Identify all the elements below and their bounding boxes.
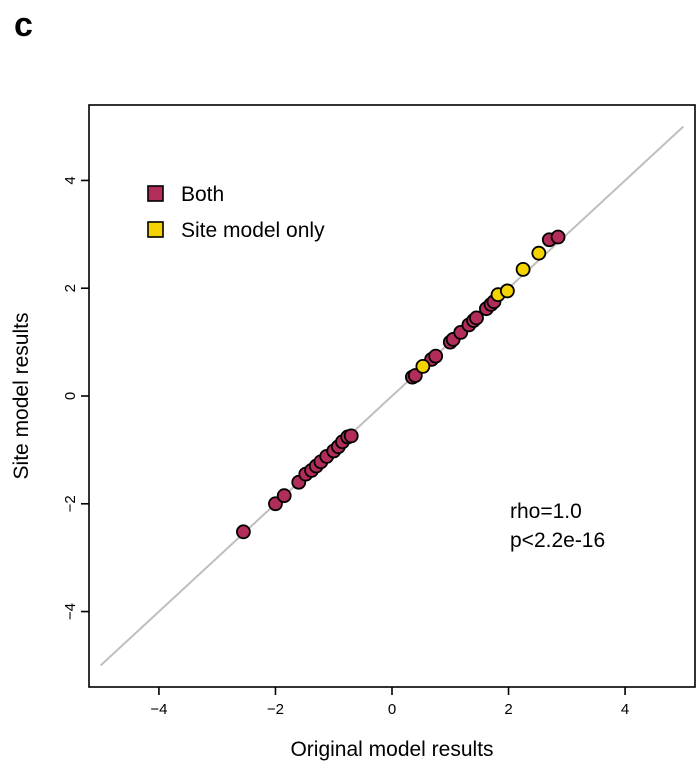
data-point-both [550,229,566,245]
x-tick-label: 2 [504,701,512,718]
x-tick-label: 0 [388,701,396,718]
data-point-site-model-only [531,245,547,261]
data-point-both [236,524,251,540]
y-tick-label: −4 [62,603,79,620]
data-point-both [469,310,484,326]
x-axis-label: Original model results [290,738,493,761]
data-point-both [428,348,444,364]
data-point-site-model-only [499,283,515,299]
legend-label-site-model-only: Site model only [181,219,325,242]
legend-swatch-both [147,185,164,202]
y-tick-label: 2 [62,284,79,292]
y-tick-label: −2 [62,495,79,512]
x-tick-label: 4 [621,701,629,718]
legend: Both Site model only [147,183,325,242]
data-point-both [276,488,292,504]
x-tick-label: −2 [267,701,284,718]
x-tick-label: −4 [150,701,167,718]
data-point-site-model-only [515,261,531,277]
legend-label-both: Both [181,183,224,206]
legend-swatch-site-model-only [147,221,164,238]
data-points [236,229,566,540]
data-point-site-model-only [415,358,431,374]
y-tick-label: 0 [62,392,79,400]
identity-line [99,125,685,667]
y-tick-label: 4 [62,176,79,184]
panel-letter: c [14,6,33,44]
y-axis: −4 −2 0 2 4 [62,176,89,620]
y-axis-label: Site model results [10,313,33,480]
annotation-p-value: p<2.2e-16 [510,529,605,552]
x-axis: −4 −2 0 2 4 [150,687,629,718]
annotation-rho: rho=1.0 [510,500,582,523]
data-point-both [343,428,359,444]
